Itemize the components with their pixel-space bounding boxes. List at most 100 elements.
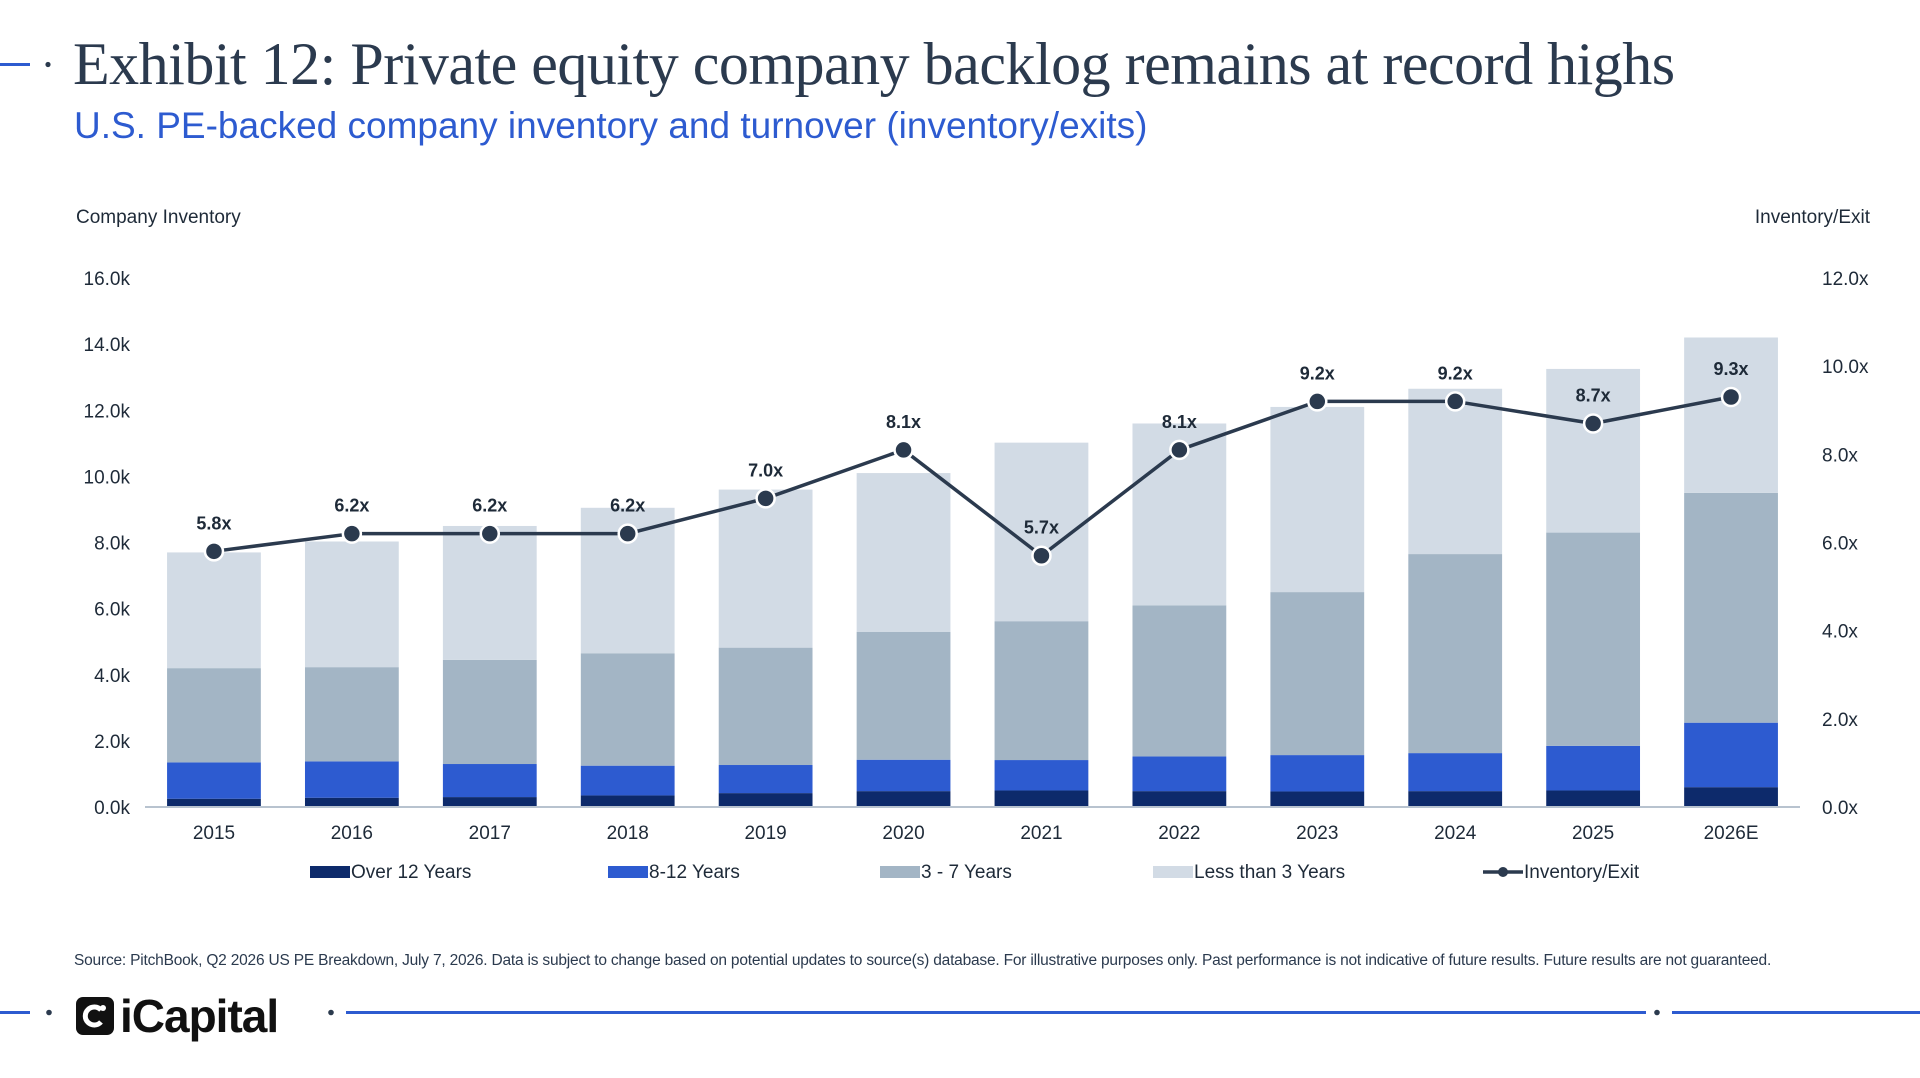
legend-label: Inventory/Exit — [1524, 862, 1640, 883]
bar-segment-less-than-3-years-2023 — [1270, 406, 1365, 593]
inventory-exit-point — [479, 523, 501, 544]
y2-tick-label: 8.0x — [1822, 445, 1858, 466]
bar-segment-8-12-years-2019 — [718, 765, 813, 794]
y2-tick-label: 0.0x — [1822, 798, 1858, 819]
inventory-exit-point — [1444, 391, 1466, 412]
bar-segment-8-12-years-2022 — [1132, 756, 1227, 792]
inventory-exit-point — [1031, 545, 1052, 566]
bar-segment-over-12-years-2024 — [1408, 791, 1503, 807]
inventory-exit-data-label: 9.3x — [1714, 359, 1749, 379]
inventory-exit-point — [203, 541, 225, 562]
legend-line-marker — [1498, 867, 1508, 877]
y-tick-label: 8.0k — [94, 534, 130, 555]
bar-segment-less-than-3-years-2024 — [1408, 388, 1503, 555]
bar-segment-over-12-years-2023 — [1270, 791, 1365, 807]
y-tick-label: 2.0k — [94, 732, 130, 753]
bar-segment-less-than-3-years-2016 — [304, 541, 399, 668]
y2-tick-label: 4.0x — [1822, 622, 1858, 643]
bar-segment-8-12-years-2025 — [1546, 745, 1641, 791]
bars-group — [167, 337, 1778, 807]
title-accent-icon — [0, 61, 51, 68]
icapital-logo-mark-icon — [76, 997, 114, 1035]
y2-tick-label: 12.0x — [1822, 269, 1869, 290]
bar-segment-8-12-years-2021 — [994, 760, 1089, 791]
bar-segment-3-7-years-2016 — [304, 667, 399, 762]
bar-segment-over-12-years-2015 — [167, 798, 261, 807]
bar-segment-over-12-years-2017 — [442, 797, 537, 807]
x-tick-label: 2022 — [1158, 823, 1200, 844]
y-tick-label: 14.0k — [84, 335, 131, 356]
bar-segment-less-than-3-years-2015 — [167, 552, 261, 669]
bar-segment-8-12-years-2017 — [442, 764, 537, 798]
bar-segment-less-than-3-years-2020 — [856, 473, 951, 632]
inventory-exit-line — [213, 395, 1732, 558]
x-tick-label: 2021 — [1020, 823, 1062, 844]
y-tick-label: 6.0k — [94, 600, 130, 621]
y2-axis-ticks: 0.0x 2.0x 4.0x 6.0x 8.0x 10.0x 12.0x — [1822, 269, 1869, 819]
inventory-exit-data-label: 8.1x — [1162, 412, 1197, 432]
ratio-line-group: 5.8x 6.2x 6.2x 6.2x 7.0x 8.1x 5.7x 8.1x 9.2x 9.2x… — [196, 359, 1749, 566]
bar-segment-less-than-3-years-2025 — [1546, 368, 1641, 533]
x-tick-label: 2015 — [193, 823, 235, 844]
bar-segment-over-12-years-2020 — [856, 791, 951, 807]
bar-segment-over-12-years-2016 — [304, 797, 399, 807]
inventory-exit-point — [755, 488, 776, 509]
bar-segment-less-than-3-years-2019 — [718, 489, 813, 648]
bar-segment-3-7-years-2021 — [994, 621, 1089, 761]
inventory-exit-data-label: 9.2x — [1438, 363, 1473, 383]
y-axis-ticks: 0.0k 2.0k 4.0k 6.0k 8.0k 10.0k 12.0k 14.0k 16.0k — [84, 269, 131, 819]
bar-segment-less-than-3-years-2026e — [1684, 337, 1778, 493]
bar-segment-less-than-3-years-2017 — [442, 525, 537, 660]
y-axis-title: Company Inventory — [76, 207, 241, 228]
bar-segment-3-7-years-2018 — [580, 653, 675, 766]
inventory-exit-data-label: 6.2x — [334, 496, 369, 516]
bar-segment-8-12-years-2023 — [1270, 755, 1365, 792]
bar-segment-over-12-years-2026e — [1684, 787, 1778, 807]
bar-segment-8-12-years-2016 — [304, 761, 399, 798]
x-tick-label: 2018 — [607, 823, 649, 844]
y2-tick-label: 2.0x — [1822, 710, 1858, 731]
legend: Over 12 Years 8-12 Years 3 - 7 Years Less t… — [310, 862, 1640, 883]
bar-segment-3-7-years-2020 — [856, 631, 951, 760]
bar-segment-8-12-years-2026e — [1684, 722, 1778, 788]
bar-segment-over-12-years-2025 — [1546, 790, 1641, 807]
legend-swatch — [1153, 866, 1193, 878]
bar-segment-3-7-years-2026e — [1684, 492, 1778, 723]
inventory-exit-data-label: 6.2x — [610, 496, 645, 516]
footer-rule — [0, 1009, 1920, 1016]
inventory-exit-point — [1169, 439, 1190, 461]
y-tick-label: 4.0k — [94, 666, 130, 687]
inventory-exit-point — [617, 523, 638, 544]
page-subtitle: U.S. PE-backed company inventory and tur… — [74, 105, 1148, 146]
x-axis-ticks: 2015 2016 2017 2018 2019 2020 2021 2022 2023 2024… — [193, 823, 1759, 844]
x-tick-label: 2020 — [882, 823, 924, 844]
y-tick-label: 0.0k — [94, 798, 130, 819]
legend-label: 8-12 Years — [649, 862, 740, 883]
x-tick-label: 2023 — [1296, 823, 1338, 844]
x-tick-label: 2016 — [331, 823, 373, 844]
bar-segment-8-12-years-2024 — [1408, 753, 1503, 792]
bar-segment-3-7-years-2017 — [442, 659, 537, 765]
stacked-bar-line-chart: Company Inventory Inventory/Exit 0.0k 2.0… — [76, 207, 1871, 883]
bar-segment-3-7-years-2019 — [718, 647, 813, 766]
icapital-logo: iCapital — [76, 990, 279, 1042]
legend-label: Over 12 Years — [351, 862, 471, 883]
y-tick-label: 12.0k — [84, 401, 131, 422]
legend-swatch — [608, 866, 648, 878]
bar-segment-3-7-years-2024 — [1408, 554, 1503, 754]
y2-tick-label: 10.0x — [1822, 357, 1869, 378]
inventory-exit-data-label: 5.8x — [196, 513, 231, 533]
bar-segment-over-12-years-2022 — [1132, 791, 1227, 807]
bar-segment-8-12-years-2015 — [167, 762, 261, 799]
legend-label: 3 - 7 Years — [921, 862, 1012, 883]
logo-text: iCapital — [120, 990, 279, 1042]
source-note: Source: PitchBook, Q2 2026 US PE Breakdo… — [74, 952, 1772, 969]
inventory-exit-point — [1720, 386, 1742, 408]
legend-label: Less than 3 Years — [1194, 862, 1345, 883]
inventory-exit-data-label: 6.2x — [472, 496, 507, 516]
y2-tick-label: 6.0x — [1822, 534, 1858, 555]
bar-segment-3-7-years-2023 — [1270, 592, 1365, 756]
bar-segment-3-7-years-2015 — [167, 668, 261, 763]
x-tick-label: 2026E — [1704, 823, 1759, 844]
